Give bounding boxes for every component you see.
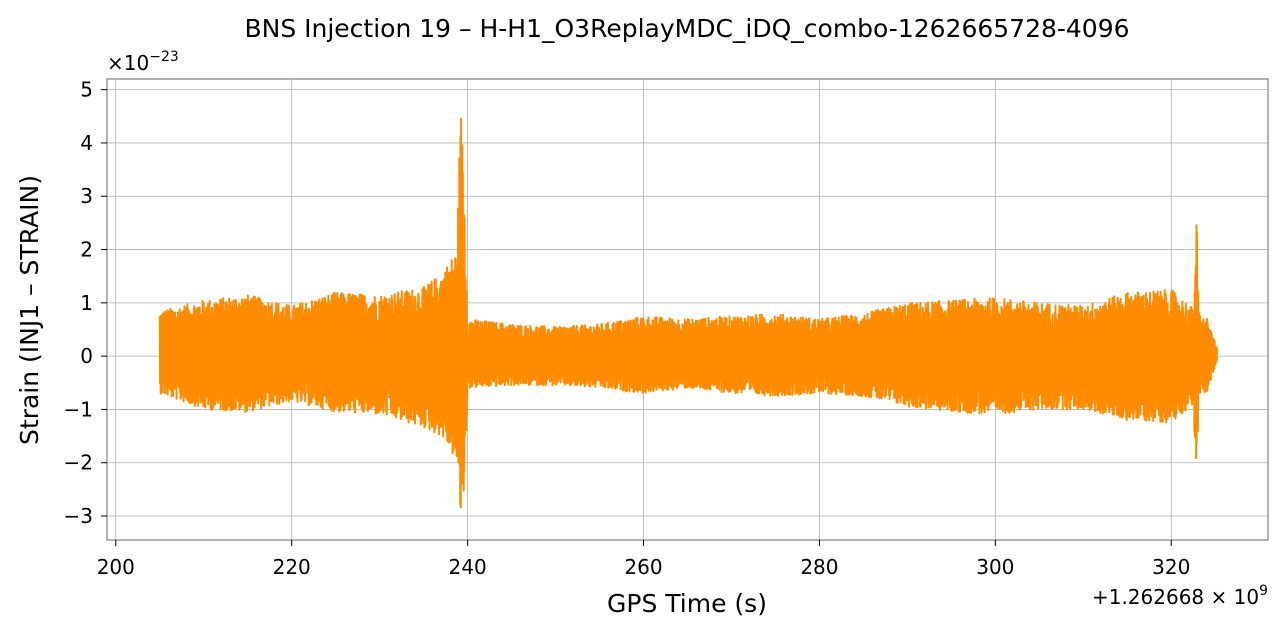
y-tick-label: 4 (80, 131, 93, 155)
x-tick-label: 320 (1152, 555, 1190, 579)
svg-text:+1.262668 × 109: +1.262668 × 109 (1092, 583, 1268, 609)
y-tick-label: −2 (64, 451, 93, 475)
y-tick-label: 1 (80, 291, 93, 315)
x-offset-base: +1.262668 × 10 (1092, 585, 1259, 609)
x-axis-ticks: 200 220 240 260 280 300 320 (97, 540, 1190, 579)
y-multiplier-exponent: −23 (149, 49, 179, 65)
x-tick-label: 300 (976, 555, 1014, 579)
y-tick-label: 0 (80, 344, 93, 368)
svg-text:×10−23: ×10−23 (107, 49, 179, 75)
y-tick-label: 2 (80, 238, 93, 262)
plot-area (158, 117, 1218, 509)
y-axis-ticks: −3 −2 −1 0 1 2 3 4 5 (64, 78, 107, 528)
strain-series-line (158, 117, 1218, 509)
y-tick-label: 3 (80, 184, 93, 208)
x-axis-label: GPS Time (s) (607, 589, 767, 618)
plot-frame (106, 78, 1269, 541)
series-layer (158, 117, 1218, 509)
y-tick-label: −3 (64, 504, 93, 528)
x-tick-label: 280 (800, 555, 838, 579)
x-tick-label: 200 (97, 555, 135, 579)
x-offset-exponent: 9 (1259, 583, 1268, 599)
x-tick-label: 260 (624, 555, 662, 579)
grid-lines (107, 79, 1268, 540)
x-tick-label: 240 (449, 555, 487, 579)
y-tick-label: −1 (64, 397, 93, 421)
chart-title: BNS Injection 19 – H-H1_O3ReplayMDC_iDQ_… (244, 14, 1129, 43)
y-axis-multiplier: ×10−23 (107, 49, 179, 75)
y-axis-label: Strain (INJ1 – STRAIN) (15, 175, 44, 445)
x-axis-offset: +1.262668 × 109 (1092, 583, 1268, 609)
y-tick-label: 5 (80, 78, 93, 102)
y-multiplier-base: ×10 (107, 51, 149, 75)
x-tick-label: 220 (273, 555, 311, 579)
